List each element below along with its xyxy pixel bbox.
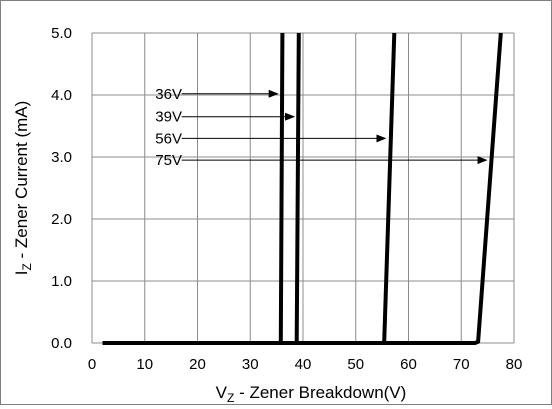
- x-tick-label: 50: [347, 356, 364, 373]
- tick-labels: 0 10 20 30 40 50 60 70 80 0.0 1.0 2.0 3.0 4.0 5.0: [51, 25, 522, 373]
- series-group: [102, 32, 503, 345]
- x-tick-label: 20: [189, 356, 206, 373]
- x-tick-label: 0: [88, 356, 96, 373]
- y-tick-label: 2.0: [51, 211, 72, 228]
- series-line-36v: [102, 32, 285, 345]
- x-axis-title: VZ - Zener Breakdown(V): [216, 383, 407, 404]
- series-line-39v: [102, 32, 301, 345]
- x-tick-label: 60: [400, 356, 417, 373]
- annotation-label-39v: 39V: [155, 109, 182, 126]
- x-tick-label: 80: [506, 356, 523, 373]
- y-tick-label: 4.0: [51, 87, 72, 104]
- y-tick-label: 5.0: [51, 25, 72, 42]
- annotation-label-75v: 75V: [155, 152, 182, 169]
- x-tick-label: 10: [136, 356, 153, 373]
- y-tick-label: 0.0: [51, 335, 72, 352]
- y-tick-label: 1.0: [51, 273, 72, 290]
- annotation-label-36v: 36V: [155, 86, 182, 103]
- annotation-label-56v: 56V: [155, 130, 182, 147]
- annotations: 36V 39V 56V 75V: [155, 86, 488, 169]
- x-tick-label: 30: [242, 356, 259, 373]
- grid: [91, 32, 515, 344]
- x-tick-label: 40: [295, 356, 312, 373]
- x-tick-label: 70: [453, 356, 470, 373]
- series-line-75v: [102, 32, 503, 345]
- y-tick-label: 3.0: [51, 149, 72, 166]
- y-axis-title: IZ - Zener Current (mA): [12, 101, 34, 276]
- series-line-56v: [102, 32, 397, 345]
